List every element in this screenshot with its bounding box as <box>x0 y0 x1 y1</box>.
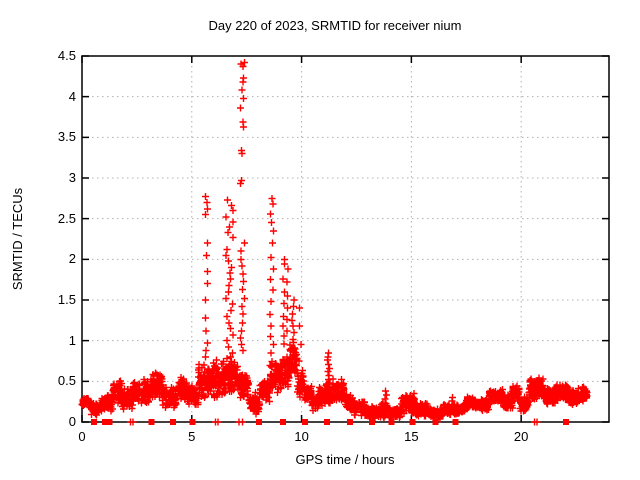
y-tick-label: 1.5 <box>57 292 76 307</box>
y-tick-label: 2.5 <box>57 210 76 226</box>
y-tick-label: 1 <box>68 332 76 348</box>
y-tick-label: 3.5 <box>57 129 76 145</box>
y-tick-label: 4.5 <box>57 48 76 63</box>
x-tick-label: 5 <box>188 429 196 444</box>
plot-frame <box>81 55 610 423</box>
x-axis-label: GPS time / hours <box>295 452 395 467</box>
x-tick-label: 10 <box>294 429 309 444</box>
x-tick-label: 15 <box>404 429 419 444</box>
y-tick-label: 4 <box>68 88 76 104</box>
y-tick-label: 3 <box>68 170 76 185</box>
grid-lines <box>82 56 609 422</box>
y-tick-label: 2 <box>68 251 76 267</box>
scatter-points <box>78 59 591 426</box>
x-tick-label: 20 <box>513 429 529 444</box>
x-tick-label: 0 <box>78 429 86 444</box>
y-tick-label: 0.5 <box>57 373 76 389</box>
y-tick-label: 0 <box>68 414 76 429</box>
chart-title: Day 220 of 2023, SRMTID for receiver niu… <box>208 18 462 33</box>
axis-ticks <box>81 55 609 423</box>
zero-square-markers <box>91 419 569 425</box>
